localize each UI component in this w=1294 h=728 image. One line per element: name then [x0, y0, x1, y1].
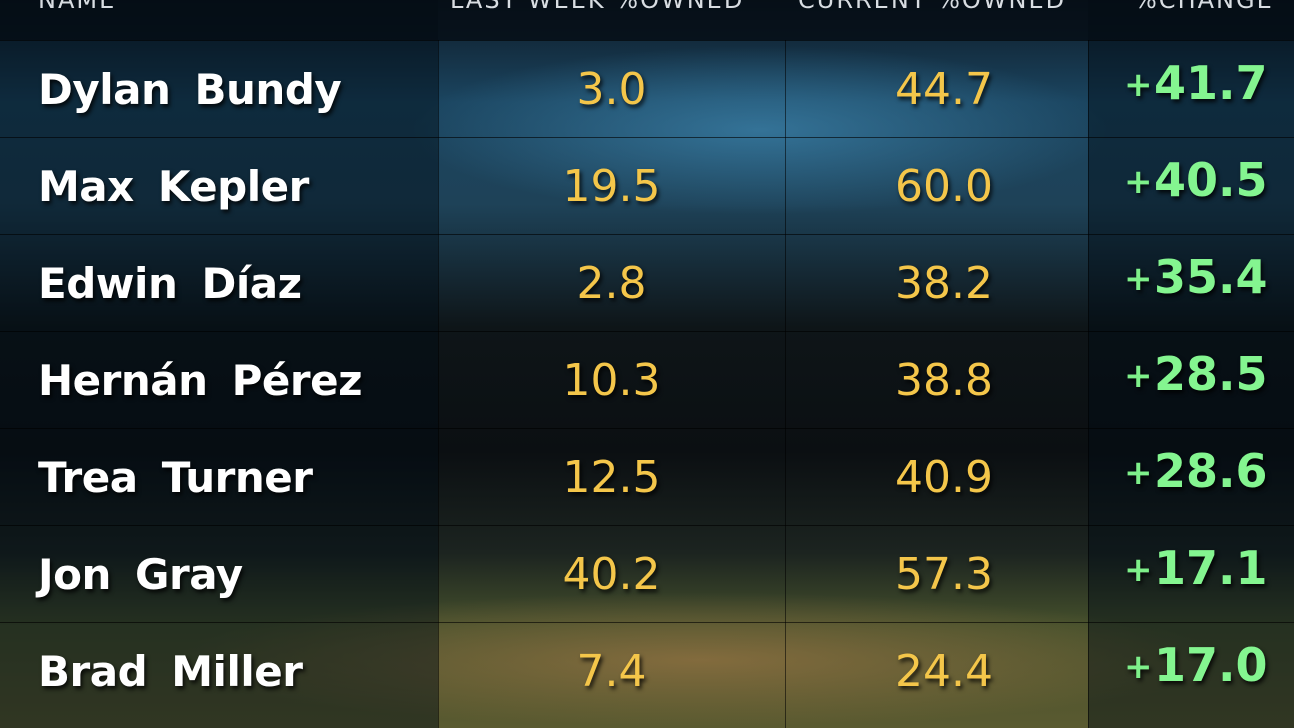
- header-bar: [0, 0, 1294, 40]
- last-week-owned: 10.3: [562, 355, 661, 406]
- header-last-week: LAST WEEK %OWNED: [450, 0, 745, 14]
- change-sign: +: [1124, 356, 1153, 396]
- header-current: CURRENT %OWNED: [798, 0, 1067, 14]
- last-week-owned: 7.4: [576, 646, 647, 697]
- header-change: %CHANGE: [1134, 0, 1274, 14]
- last-week-owned: 2.8: [576, 258, 647, 309]
- change-value: 17.0: [1154, 638, 1268, 692]
- table-row: Max Kepler 19.5 60.0 +40.5: [0, 137, 1294, 235]
- current-owned: 60.0: [895, 161, 993, 212]
- change-value: 28.6: [1154, 444, 1268, 498]
- change-sign: +: [1124, 65, 1153, 105]
- current-owned: 24.4: [895, 646, 993, 697]
- player-name: Trea Turner: [38, 453, 313, 502]
- current-owned: 38.2: [895, 258, 993, 309]
- table-row: Edwin Díaz 2.8 38.2 +35.4: [0, 234, 1294, 332]
- column-divider: [1088, 40, 1089, 728]
- name-column-shade: [0, 0, 438, 728]
- change-column-shade: [1088, 0, 1294, 728]
- current-owned: 38.8: [895, 355, 993, 406]
- column-divider: [438, 40, 439, 728]
- last-week-owned: 19.5: [562, 161, 661, 212]
- change-sign: +: [1124, 259, 1153, 299]
- last-week-owned: 12.5: [562, 452, 661, 503]
- table-row: Brad Miller 7.4 24.4 +17.0: [0, 622, 1294, 720]
- change-value: 17.1: [1154, 541, 1268, 595]
- current-owned: 57.3: [895, 549, 993, 600]
- player-name: Hernán Pérez: [38, 356, 363, 405]
- table-row: Trea Turner 12.5 40.9 +28.6: [0, 428, 1294, 526]
- last-week-owned: 3.0: [576, 64, 647, 115]
- change-value: 40.5: [1154, 153, 1268, 207]
- current-owned: 44.7: [895, 64, 993, 115]
- change-value: 35.4: [1154, 250, 1268, 304]
- player-name: Jon Gray: [38, 550, 243, 599]
- player-name: Dylan Bundy: [38, 65, 342, 114]
- player-name: Max Kepler: [38, 162, 309, 211]
- table-row: Dylan Bundy 3.0 44.7 +41.7: [0, 40, 1294, 138]
- table-row: Jon Gray 40.2 57.3 +17.1: [0, 525, 1294, 623]
- player-name: Brad Miller: [38, 647, 303, 696]
- player-name: Edwin Díaz: [38, 259, 302, 308]
- change-sign: +: [1124, 162, 1153, 202]
- change-sign: +: [1124, 453, 1153, 493]
- change-value: 41.7: [1154, 56, 1268, 110]
- column-divider: [785, 40, 786, 728]
- header-name: NAME: [38, 0, 117, 14]
- last-week-owned: 40.2: [562, 549, 661, 600]
- table-row: Hernán Pérez 10.3 38.8 +28.5: [0, 331, 1294, 429]
- change-sign: +: [1124, 550, 1153, 590]
- change-sign: +: [1124, 647, 1153, 687]
- change-value: 28.5: [1154, 347, 1268, 401]
- current-owned: 40.9: [895, 452, 993, 503]
